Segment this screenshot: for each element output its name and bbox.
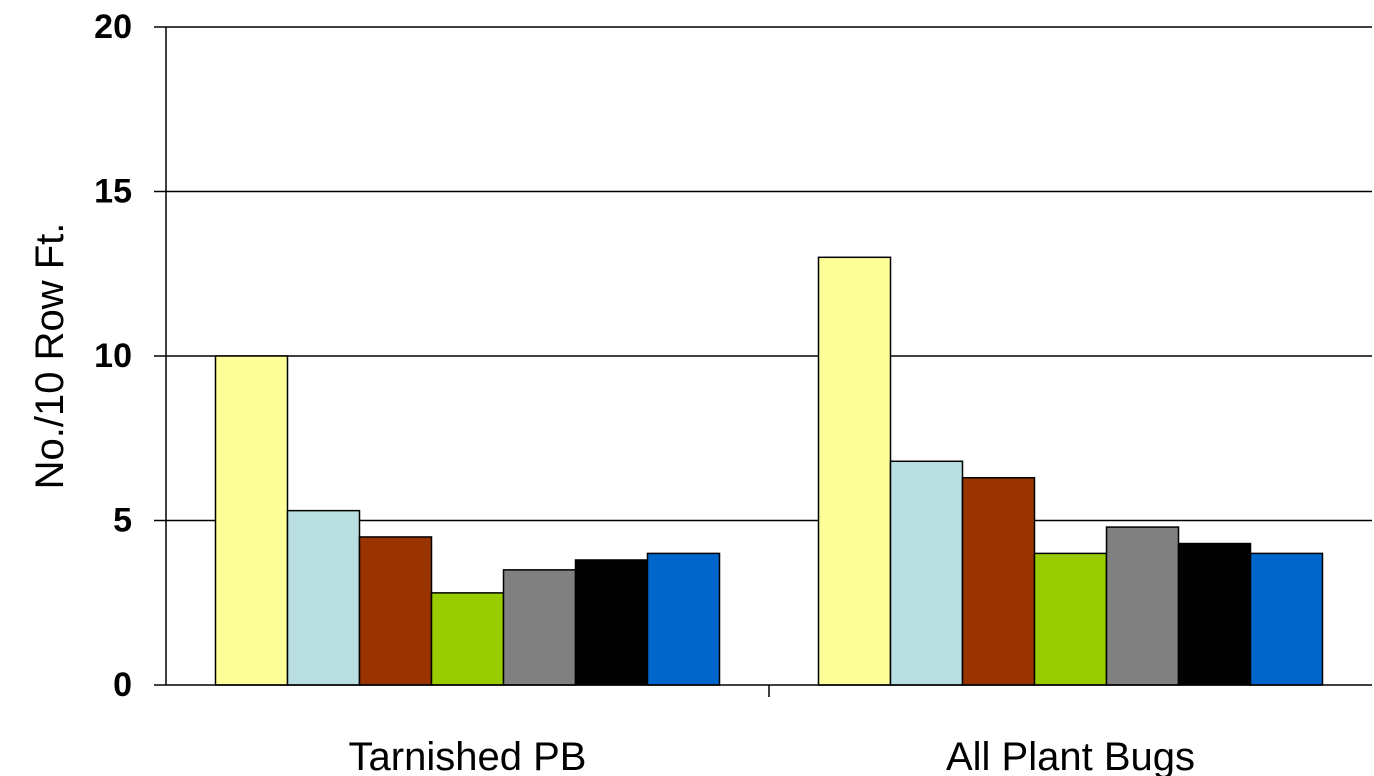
y-tick-label: 5 <box>113 502 132 540</box>
bar <box>889 460 964 686</box>
bar <box>430 592 505 686</box>
y-axis-title: No./10 Row Ft. <box>28 223 72 490</box>
bars <box>214 256 1324 686</box>
bar <box>214 355 289 686</box>
bar <box>286 509 361 686</box>
axes <box>154 26 1372 697</box>
gridlines <box>166 26 1372 522</box>
y-tick-label: 0 <box>113 666 132 704</box>
bar <box>502 569 577 686</box>
y-tick-label: 10 <box>94 337 132 375</box>
bar <box>961 476 1036 686</box>
y-tick-label: 15 <box>94 173 132 211</box>
x-category-labels: Tarnished PB All Plant Bugs <box>349 735 1195 776</box>
x-category-label: Tarnished PB <box>349 735 587 776</box>
bar <box>817 256 892 686</box>
bar <box>358 536 433 686</box>
y-tick-label: 20 <box>94 8 132 46</box>
bar <box>1033 552 1108 686</box>
bar <box>646 552 721 686</box>
bar <box>1249 552 1324 686</box>
bar <box>1105 526 1180 686</box>
bar <box>1177 542 1252 686</box>
y-tick-labels: 0 5 10 15 20 <box>94 8 132 704</box>
bar <box>574 559 649 686</box>
x-category-label: All Plant Bugs <box>946 735 1195 776</box>
